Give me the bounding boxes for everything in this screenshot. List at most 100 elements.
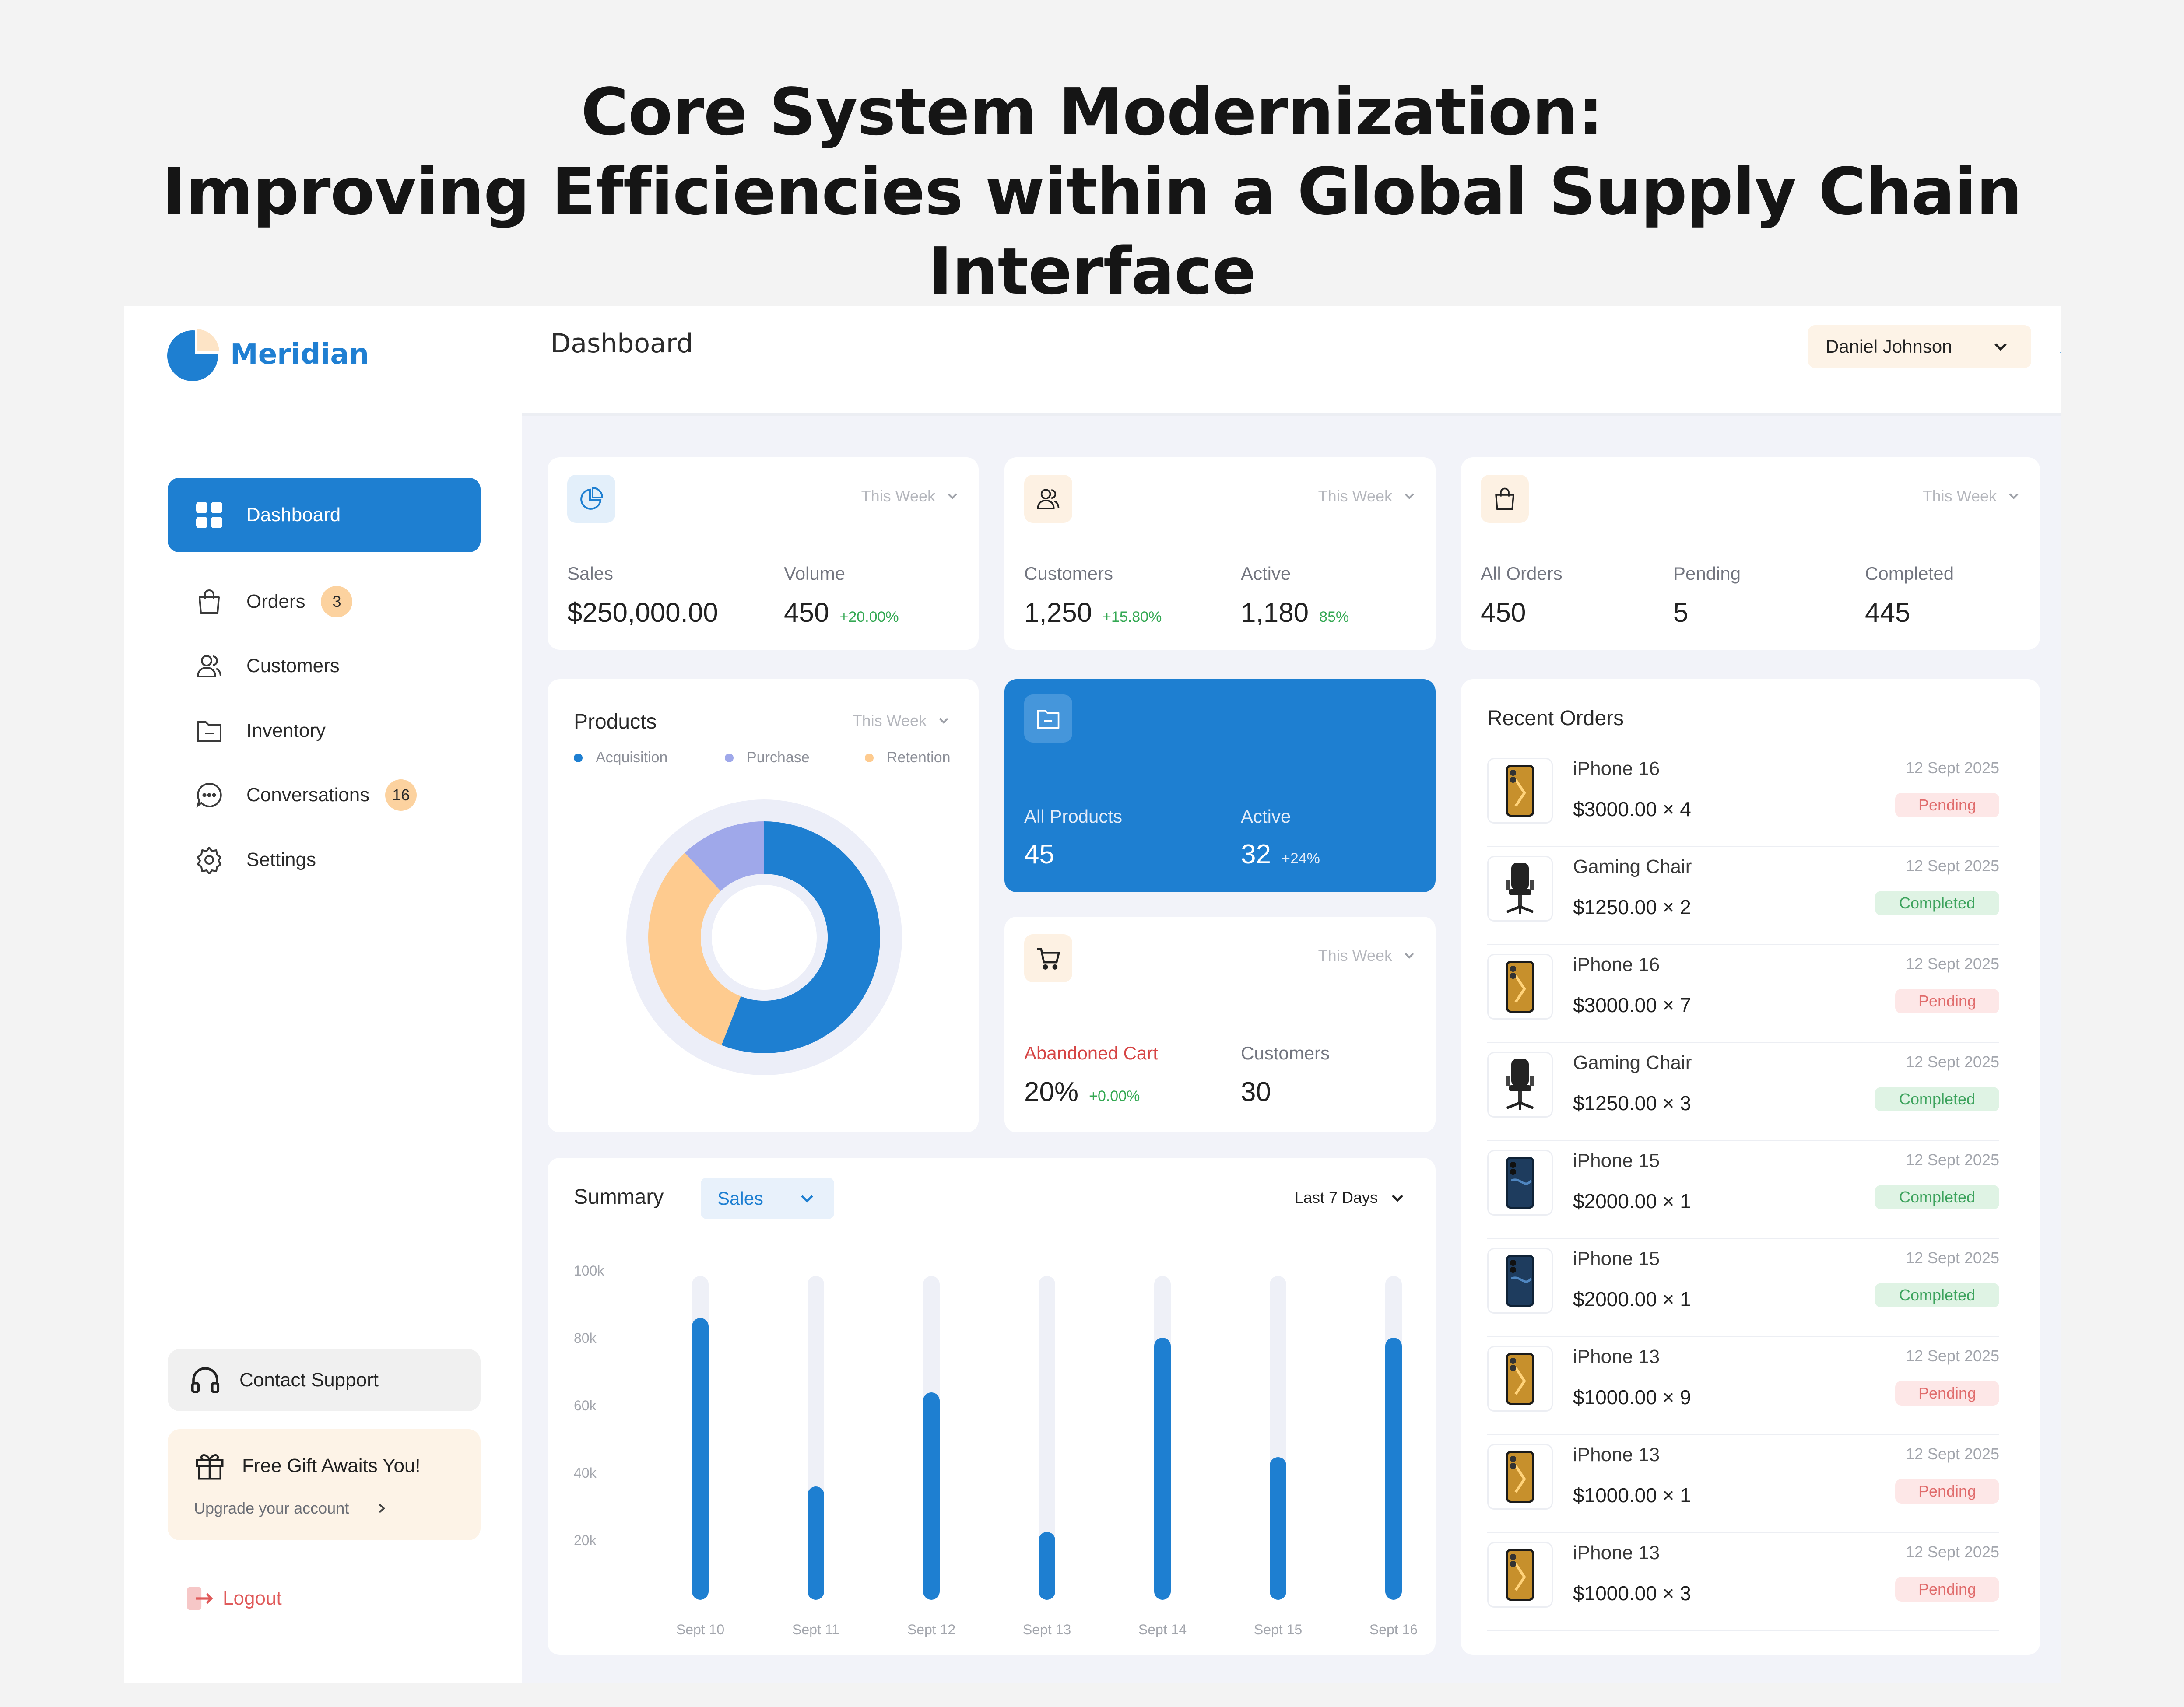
bar[interactable] (1385, 1337, 1402, 1600)
donut-segment-acquisition[interactable] (721, 821, 880, 1053)
order-row[interactable]: iPhone 13 $1000.00 × 9 12 Sept 2025 Pending (1487, 1337, 1999, 1435)
products-title: Products (574, 710, 657, 733)
bar[interactable] (923, 1392, 940, 1600)
products-donut-chart (626, 799, 902, 1075)
active-label: Active (1241, 563, 1291, 584)
volume-label: Volume (784, 563, 846, 584)
sidebar-item-label: Settings (246, 849, 316, 870)
customers-delta: +15.80% (1103, 609, 1162, 625)
all-orders-label: All Orders (1481, 563, 1563, 584)
bar[interactable] (1270, 1457, 1286, 1600)
sidebar: Meridian Dashboard Orders 3 Customers (124, 306, 522, 1683)
summary-range-value: Last 7 Days (1294, 1188, 1378, 1206)
chevron-down-icon (1392, 1195, 1403, 1202)
x-axis-label: Sept 15 (1254, 1622, 1303, 1637)
headline-line-2: Improving Efficiencies within a Global S… (162, 154, 2022, 309)
sidebar-item-conversations[interactable]: Conversations 16 (168, 758, 481, 832)
summary-metric-value: Sales (717, 1188, 764, 1209)
order-row[interactable]: iPhone 15 $2000.00 × 1 12 Sept 2025 Complet… (1487, 1239, 1999, 1337)
order-date: 12 Sept 2025 (1905, 1347, 1999, 1365)
customers-card: This Week Customers 1,250 +15.80% Active … (1004, 457, 1436, 650)
order-status-badge: Pending (1895, 1381, 1999, 1406)
legend-dot (574, 753, 583, 762)
legend-dot (865, 753, 874, 762)
bar[interactable] (1154, 1337, 1171, 1600)
dashboard-window: Meridian Dashboard Orders 3 Customers (124, 306, 2061, 1683)
order-price: $3000.00 × 4 (1573, 798, 1691, 820)
active-products-value: 32 +24% (1241, 839, 1320, 870)
active-amount: 1,180 (1241, 598, 1309, 628)
order-row[interactable]: iPhone 13 $1000.00 × 1 12 Sept 2025 Pending (1487, 1435, 1999, 1533)
period-dropdown[interactable]: This Week (1318, 487, 1416, 505)
order-price: $1250.00 × 2 (1573, 896, 1691, 918)
sidebar-item-dashboard[interactable]: Dashboard (168, 478, 481, 552)
conversations-count-badge: 16 (385, 779, 417, 811)
period-dropdown[interactable]: This Week (1318, 946, 1416, 965)
legend-label: Acquisition (596, 749, 668, 766)
cart-icon (1024, 934, 1072, 982)
bar[interactable] (692, 1318, 709, 1600)
sidebar-item-customers[interactable]: Customers (168, 629, 481, 703)
period-label: This Week (1922, 487, 1997, 505)
sidebar-item-settings[interactable]: Settings (168, 823, 481, 897)
all-products-card: All Products 45 Active 32 +24% (1004, 679, 1436, 892)
x-axis-label: Sept 13 (1022, 1622, 1071, 1637)
chevron-down-icon (1405, 493, 1414, 499)
user-dropdown[interactable]: Daniel Johnson (1808, 325, 2031, 368)
order-row[interactable]: Gaming Chair $1250.00 × 3 12 Sept 2025 Comp… (1487, 1043, 1999, 1141)
chair-icon (1487, 1052, 1553, 1118)
gift-title: Free Gift Awaits You! (242, 1455, 421, 1476)
abandoned-delta: +0.00% (1089, 1088, 1140, 1104)
period-label: This Week (1318, 487, 1392, 505)
sidebar-item-orders[interactable]: Orders 3 (168, 564, 481, 639)
free-gift-card[interactable]: Free Gift Awaits You! Upgrade your accou… (168, 1429, 481, 1540)
x-axis-label: Sept 11 (792, 1622, 839, 1637)
y-axis-tick: 80k (574, 1330, 597, 1346)
bar[interactable] (808, 1486, 824, 1600)
summary-metric-select[interactable]: Sales (701, 1178, 834, 1219)
order-product-name: iPhone 15 (1573, 1248, 1660, 1269)
contact-support-label: Contact Support (239, 1369, 379, 1391)
phone-gold-icon (1487, 954, 1553, 1020)
order-row[interactable]: iPhone 15 $2000.00 × 1 12 Sept 2025 Complet… (1487, 1141, 1999, 1239)
bell-icon[interactable] (2058, 333, 2061, 360)
page-headline: Core System Modernization: Improving Eff… (0, 72, 2184, 311)
order-row[interactable]: iPhone 16 $3000.00 × 7 12 Sept 2025 Pending (1487, 945, 1999, 1043)
chevron-down-icon (2009, 493, 2019, 499)
grid-icon (194, 500, 225, 530)
logout-button[interactable]: Logout (185, 1584, 282, 1613)
order-status-badge: Completed (1875, 1185, 1999, 1209)
legend-purchase: Purchase (725, 749, 810, 766)
logo[interactable]: Meridian (165, 326, 369, 383)
chevron-right-icon (379, 1504, 386, 1513)
logout-label: Logout (223, 1588, 282, 1609)
order-product-name: iPhone 16 (1573, 758, 1660, 779)
sidebar-item-inventory[interactable]: Inventory (168, 694, 481, 768)
phone-gold-icon (1487, 1444, 1553, 1510)
user-name: Daniel Johnson (1826, 336, 1952, 357)
volume-value: 450 +20.00% (784, 597, 899, 628)
phone-blue-icon (1487, 1150, 1553, 1216)
bar[interactable] (1039, 1532, 1055, 1600)
donut-segment-retention[interactable] (648, 852, 741, 1045)
customers-amount: 1,250 (1024, 598, 1092, 628)
order-row[interactable]: Gaming Chair $1250.00 × 2 12 Sept 2025 Comp… (1487, 847, 1999, 945)
order-price: $3000.00 × 7 (1573, 994, 1691, 1016)
summary-range-select[interactable]: Last 7 Days (1295, 1188, 1405, 1207)
order-product-name: Gaming Chair (1573, 856, 1692, 877)
period-dropdown[interactable]: This Week (1923, 487, 2020, 505)
pie-chart-icon (567, 475, 615, 523)
phone-gold-icon (1487, 758, 1553, 824)
folder-icon (1024, 694, 1072, 743)
order-row[interactable]: iPhone 16 $3000.00 × 4 12 Sept 2025 Pending (1487, 749, 1999, 847)
contact-support-button[interactable]: Contact Support (168, 1349, 481, 1411)
sales-card: This Week Sales $250,000.00 Volume 450 +2… (548, 457, 979, 650)
period-dropdown[interactable]: This Week (861, 487, 959, 505)
chat-icon (194, 780, 225, 810)
donut-segment-purchase[interactable] (685, 821, 764, 891)
abandoned-cart-card: This Week Abandoned Cart 20% +0.00% Custo… (1004, 917, 1436, 1132)
order-row[interactable]: iPhone 13 $1000.00 × 3 12 Sept 2025 Pending (1487, 1533, 1999, 1631)
abandoned-value: 20% +0.00% (1024, 1076, 1140, 1108)
recent-orders-card: Recent Orders iPhone 16 $3000.00 × 4 12 Se… (1461, 679, 2040, 1655)
period-dropdown[interactable]: This Week (853, 712, 950, 730)
